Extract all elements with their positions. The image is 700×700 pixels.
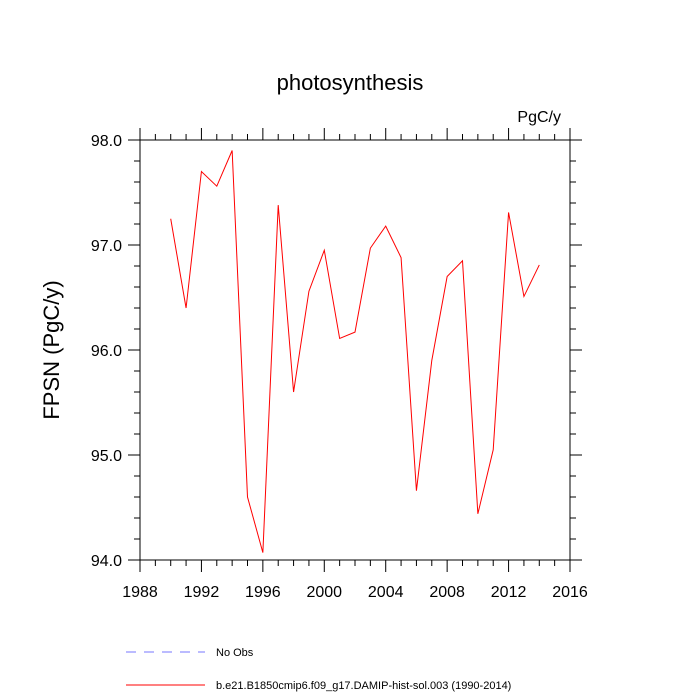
data-point xyxy=(369,247,371,249)
data-point xyxy=(170,218,172,220)
x-tick-label: 2008 xyxy=(429,584,465,601)
series-group xyxy=(170,149,540,553)
y-tick-label: 94.0 xyxy=(91,553,122,570)
data-point xyxy=(185,307,187,309)
legend: No Obs b.e21.B1850cmip6.f09_g17.DAMIP-his… xyxy=(126,647,511,692)
data-point xyxy=(262,551,264,553)
legend-label: No Obs xyxy=(216,647,254,659)
data-point xyxy=(246,496,248,498)
data-point xyxy=(507,211,509,213)
data-point xyxy=(216,185,218,187)
y-axis-label: FPSN (PgC/y) xyxy=(39,280,64,419)
data-point xyxy=(308,290,310,292)
units-label: PgC/y xyxy=(517,109,561,126)
data-point xyxy=(523,295,525,297)
y-tick-label: 95.0 xyxy=(91,448,122,465)
x-tick-label: 1996 xyxy=(245,584,281,601)
series-line xyxy=(170,150,540,553)
y-tick-label: 97.0 xyxy=(91,238,122,255)
y-tick-label: 98.0 xyxy=(91,133,122,150)
x-tick-label: 1988 xyxy=(122,584,158,601)
data-point xyxy=(385,225,387,227)
data-point xyxy=(400,256,402,258)
data-point xyxy=(446,275,448,277)
x-tick-label: 2012 xyxy=(491,584,527,601)
data-point xyxy=(323,249,325,251)
data-point xyxy=(492,449,494,451)
data-point xyxy=(231,149,233,151)
data-point xyxy=(477,513,479,515)
data-point xyxy=(338,337,340,339)
plot-frame xyxy=(139,139,571,561)
chart-title: photosynthesis xyxy=(277,70,424,95)
x-tick-label: 2016 xyxy=(552,584,588,601)
axis-ticks xyxy=(128,128,582,572)
x-tick-label: 1992 xyxy=(184,584,220,601)
data-point xyxy=(461,260,463,262)
data-point xyxy=(415,490,417,492)
data-point xyxy=(354,331,356,333)
legend-label: b.e21.B1850cmip6.f09_g17.DAMIP-hist-sol.… xyxy=(216,680,511,692)
data-point xyxy=(277,204,279,206)
data-point xyxy=(200,170,202,172)
data-point xyxy=(431,359,433,361)
axis-tick-labels: 1988 1992 1996 2000 2004 2008 2012 2016 94.0 95.0… xyxy=(91,133,588,601)
data-point xyxy=(538,264,540,266)
x-tick-label: 2004 xyxy=(368,584,404,601)
x-tick-label: 2000 xyxy=(306,584,342,601)
data-point xyxy=(292,391,294,393)
y-tick-label: 96.0 xyxy=(91,343,122,360)
